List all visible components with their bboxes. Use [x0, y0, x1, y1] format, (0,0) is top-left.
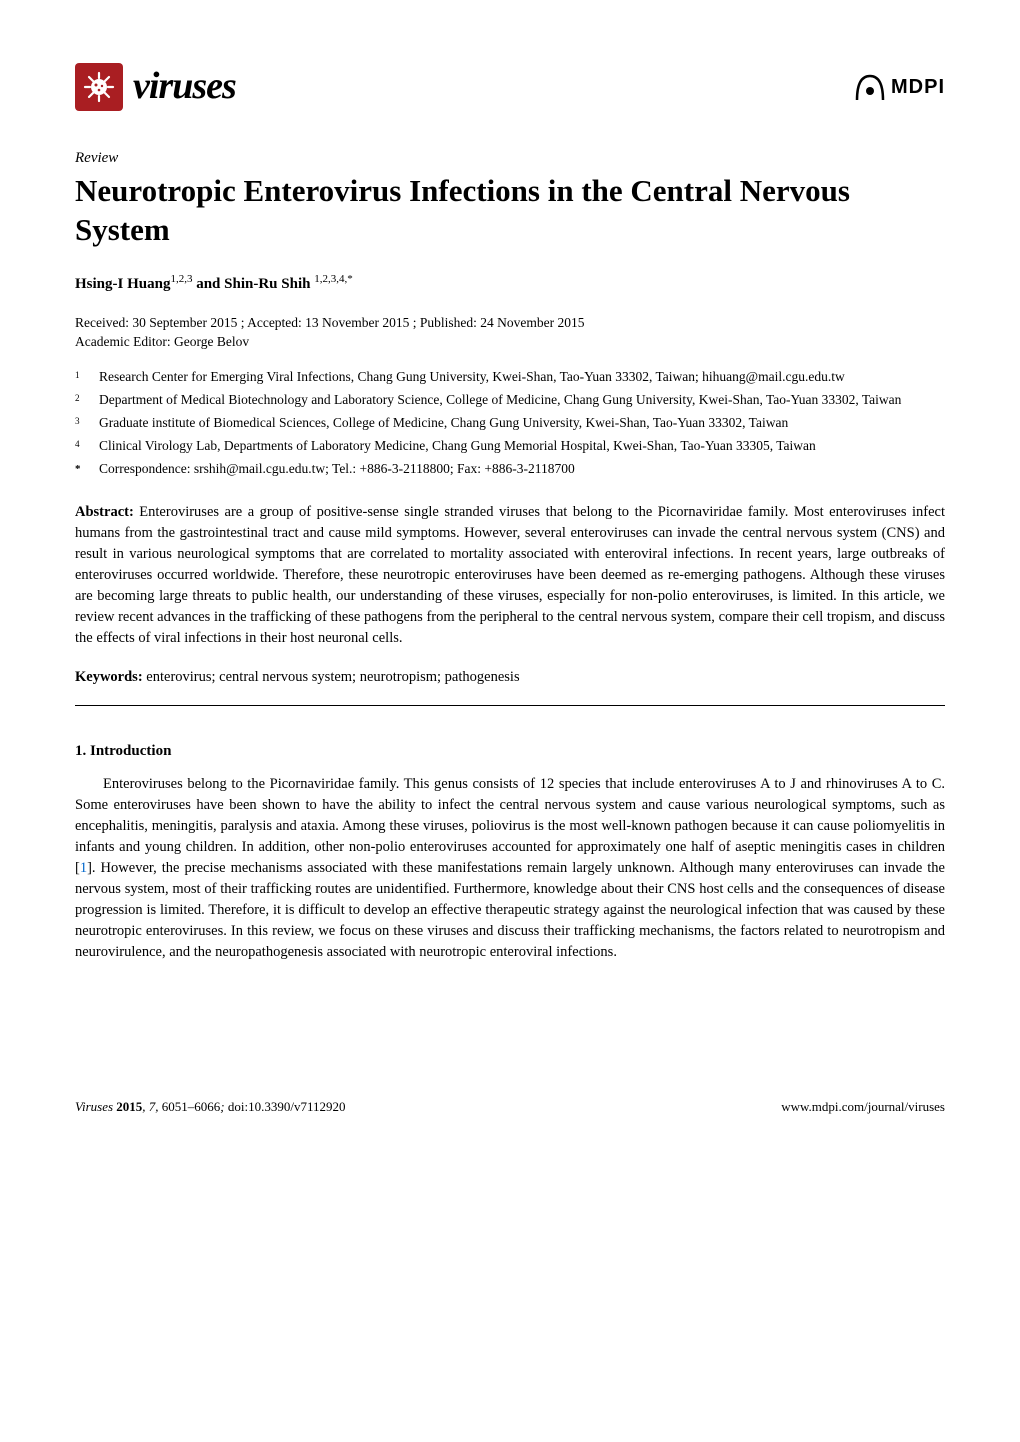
author-and: and	[192, 276, 224, 292]
viruses-logo-icon	[75, 63, 123, 111]
abstract-text: Enteroviruses are a group of positive-se…	[75, 504, 945, 646]
citation-link[interactable]: 1	[80, 860, 87, 876]
keywords-text: enterovirus; central nervous system; neu…	[143, 669, 520, 685]
affil-num: 3	[75, 416, 80, 426]
footer-year: 2015	[116, 1099, 142, 1114]
affil-text: Correspondence: srshih@mail.cgu.edu.tw; …	[99, 459, 945, 479]
keywords-label: Keywords:	[75, 669, 143, 685]
affiliation-row: 1 Research Center for Emerging Viral Inf…	[75, 367, 945, 388]
author-2-name: Shin-Ru Shih	[224, 276, 310, 292]
header-row: viruses MDPI	[75, 60, 945, 113]
academic-editor: Academic Editor: George Belov	[75, 332, 945, 352]
affiliation-row: * Correspondence: srshih@mail.cgu.edu.tw…	[75, 459, 945, 479]
publisher-name: MDPI	[891, 73, 945, 101]
footer-volume: 7	[149, 1099, 156, 1114]
affil-text: Research Center for Emerging Viral Infec…	[99, 367, 945, 388]
received-accepted-published: Received: 30 September 2015 ; Accepted: …	[75, 313, 945, 333]
author-2-affils: 1,2,3,4,*	[314, 273, 353, 285]
affil-num: 4	[75, 439, 80, 449]
article-type: Review	[75, 148, 945, 169]
footer-url[interactable]: www.mdpi.com/journal/viruses	[781, 1098, 945, 1116]
affiliations-list: 1 Research Center for Emerging Viral Inf…	[75, 367, 945, 480]
footer-pages: 6051–6066	[162, 1099, 221, 1114]
affil-num: 2	[75, 393, 80, 403]
footer-doi: doi:10.3390/v7112920	[228, 1099, 346, 1114]
page-footer: Viruses 2015, 7, 6051–6066; doi:10.3390/…	[0, 1098, 1020, 1156]
footer-citation: Viruses 2015, 7, 6051–6066; doi:10.3390/…	[75, 1098, 346, 1116]
body-text-post: ]. However, the precise mechanisms assoc…	[75, 860, 945, 960]
affiliation-row: 3 Graduate institute of Biomedical Scien…	[75, 413, 945, 434]
journal-logo: viruses	[75, 60, 236, 113]
section-1-heading: 1. Introduction	[75, 741, 945, 762]
publisher-logo: MDPI	[853, 70, 945, 104]
affil-num: *	[75, 463, 81, 475]
author-1-affils: 1,2,3	[170, 273, 192, 285]
horizontal-rule	[75, 705, 945, 706]
affil-num: 1	[75, 370, 80, 380]
affiliation-row: 4 Clinical Virology Lab, Departments of …	[75, 436, 945, 457]
keywords-block: Keywords: enterovirus; central nervous s…	[75, 667, 945, 687]
article-title: Neurotropic Enterovirus Infections in th…	[75, 172, 945, 250]
abstract-block: Abstract: Enteroviruses are a group of p…	[75, 502, 945, 649]
affil-text: Graduate institute of Biomedical Science…	[99, 413, 945, 434]
mdpi-icon	[853, 70, 887, 104]
affil-text: Clinical Virology Lab, Departments of La…	[99, 436, 945, 457]
article-dates-block: Received: 30 September 2015 ; Accepted: …	[75, 313, 945, 352]
section-1-body: Enteroviruses belong to the Picornavirid…	[75, 774, 945, 963]
affiliation-row: 2 Department of Medical Biotechnology an…	[75, 390, 945, 411]
journal-name: viruses	[133, 60, 236, 113]
abstract-label: Abstract:	[75, 504, 134, 520]
footer-journal: Viruses	[75, 1099, 113, 1114]
author-1-name: Hsing-I Huang	[75, 276, 170, 292]
authors-line: Hsing-I Huang1,2,3 and Shin-Ru Shih 1,2,…	[75, 272, 945, 295]
affil-text: Department of Medical Biotechnology and …	[99, 390, 945, 411]
